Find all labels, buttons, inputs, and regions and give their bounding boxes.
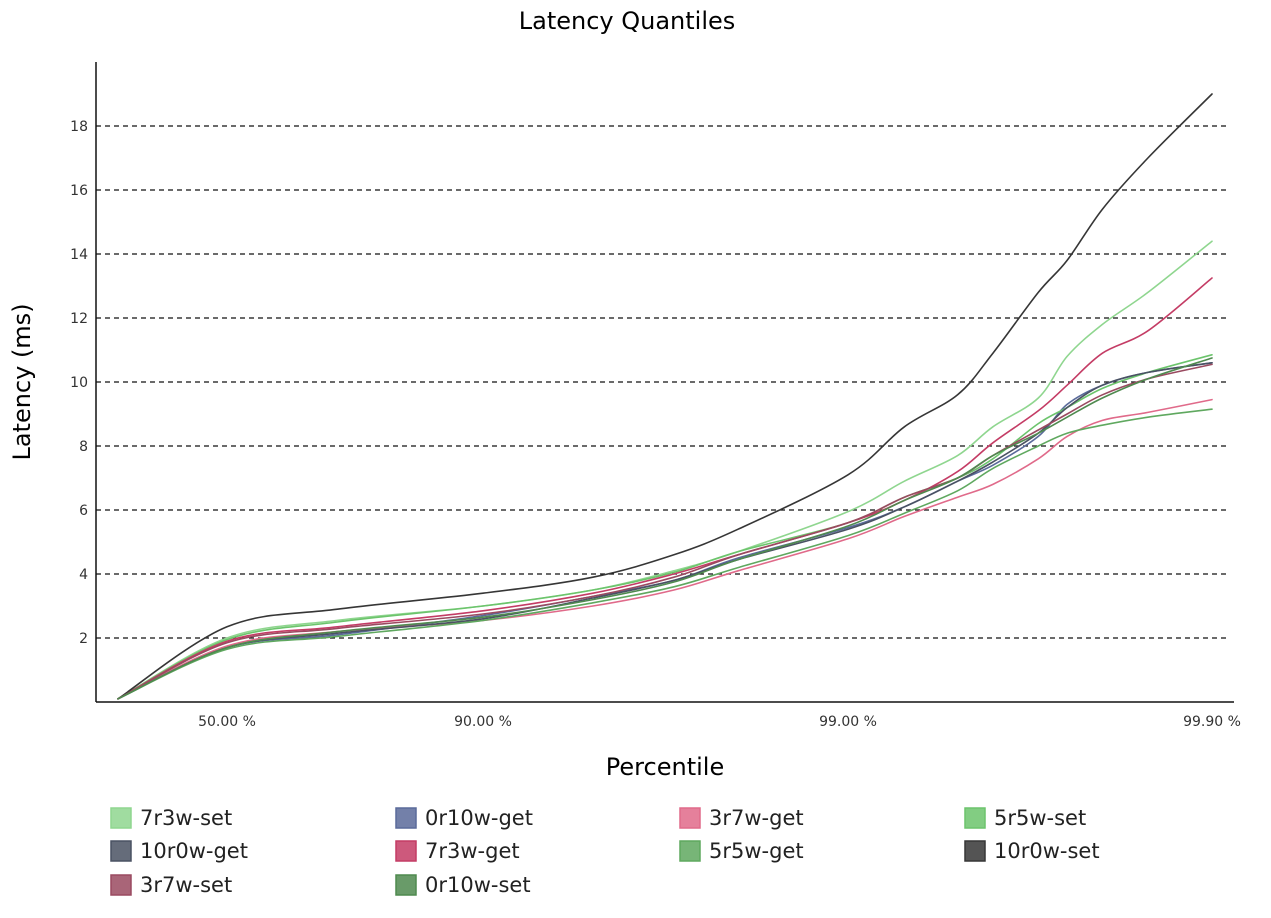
series-line-0r10w-get <box>117 362 1213 700</box>
series-line-5r5w-set <box>117 354 1213 700</box>
legend-swatch <box>395 840 417 862</box>
legend-label: 0r10w-set <box>425 873 531 897</box>
legend-label: 7r3w-set <box>140 806 232 830</box>
legend-item-5r5w-set: 5r5w-set <box>964 806 1086 830</box>
legend: 7r3w-set 0r10w-get 3r7w-get 5r5w-set 10r0w-g… <box>110 806 1100 897</box>
legend-label: 0r10w-get <box>425 806 533 830</box>
legend-swatch <box>964 807 986 829</box>
legend-swatch <box>110 840 132 862</box>
legend-item-0r10w-set: 0r10w-set <box>395 873 531 897</box>
x-axis-label: Percentile <box>606 753 724 781</box>
y-tick-label: 4 <box>79 567 88 583</box>
series-line-0r10w-set <box>117 357 1213 700</box>
legend-label: 5r5w-get <box>709 839 804 863</box>
y-axis-label: Latency (ms) <box>8 303 36 460</box>
legend-swatch <box>679 840 701 862</box>
legend-label: 10r0w-set <box>994 839 1100 863</box>
legend-item-10r0w-set: 10r0w-set <box>964 839 1100 863</box>
legend-swatch <box>110 874 132 896</box>
legend-item-0r10w-get: 0r10w-get <box>395 806 533 830</box>
chart-title: Latency Quantiles <box>519 7 736 35</box>
x-tick-label: 90.00 % <box>454 714 512 730</box>
legend-label: 3r7w-set <box>140 873 232 897</box>
y-tick-label: 18 <box>70 119 88 135</box>
x-tick-label: 50.00 % <box>198 714 256 730</box>
y-tick-labels: 2 4 6 8 10 12 14 16 18 <box>70 119 88 647</box>
legend-item-3r7w-set: 3r7w-set <box>110 873 232 897</box>
x-tick-labels: 50.00 % 90.00 % 99.00 % 99.90 % <box>198 714 1241 730</box>
y-tick-label: 16 <box>70 183 88 199</box>
legend-label: 7r3w-get <box>425 839 520 863</box>
legend-swatch <box>110 807 132 829</box>
y-tick-label: 8 <box>79 439 88 455</box>
series-line-7r3w-set <box>117 240 1213 700</box>
y-tick-label: 2 <box>79 631 88 647</box>
legend-swatch <box>395 874 417 896</box>
y-tick-label: 12 <box>70 311 88 327</box>
x-tick-label: 99.00 % <box>819 714 877 730</box>
series-lines <box>117 93 1213 700</box>
grid-lines <box>96 125 1230 639</box>
y-tick-label: 14 <box>70 247 88 263</box>
x-tick-label: 99.90 % <box>1183 714 1241 730</box>
legend-swatch <box>679 807 701 829</box>
legend-label: 10r0w-get <box>140 839 248 863</box>
y-tick-label: 10 <box>70 375 88 391</box>
series-line-3r7w-set <box>117 363 1213 700</box>
series-line-5r5w-get <box>117 408 1213 700</box>
legend-item-7r3w-set: 7r3w-set <box>110 806 232 830</box>
legend-item-3r7w-get: 3r7w-get <box>679 806 804 830</box>
legend-label: 3r7w-get <box>709 806 804 830</box>
legend-swatch <box>964 840 986 862</box>
series-line-3r7w-get <box>117 398 1213 700</box>
legend-item-10r0w-get: 10r0w-get <box>110 839 248 863</box>
legend-swatch <box>395 807 417 829</box>
y-tick-label: 6 <box>79 503 88 519</box>
legend-label: 5r5w-set <box>994 806 1086 830</box>
legend-item-7r3w-get: 7r3w-get <box>395 839 520 863</box>
legend-item-5r5w-get: 5r5w-get <box>679 839 804 863</box>
series-line-10r0w-get <box>117 362 1213 700</box>
series-line-10r0w-set <box>117 93 1213 700</box>
